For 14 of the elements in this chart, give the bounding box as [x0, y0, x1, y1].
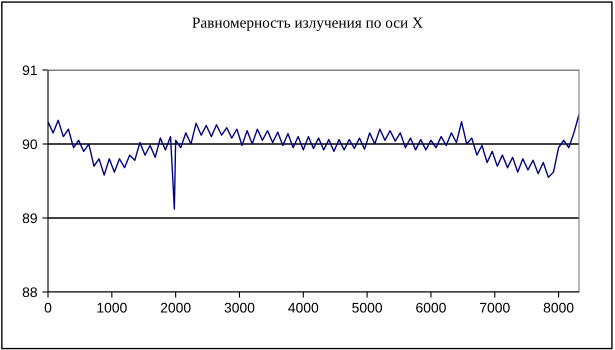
- x-tick-label: 0: [44, 302, 52, 313]
- x-tick-label: 1000: [97, 302, 127, 313]
- x-tick-label: 4000: [288, 302, 318, 313]
- y-tick-label: 91: [22, 65, 37, 76]
- x-tick-label: 5000: [352, 302, 382, 313]
- x-tick-label: 6000: [416, 302, 446, 313]
- x-tick-label: 3000: [224, 302, 254, 313]
- y-tick-label: 90: [22, 139, 38, 150]
- y-tick-label: 89: [22, 213, 37, 224]
- y-tick-label: 88: [22, 287, 37, 298]
- x-tick-label: 8000: [544, 302, 574, 313]
- chart-title: Равномерность излучения по оси X: [192, 18, 423, 31]
- x-tick-label: 2000: [160, 302, 191, 313]
- x-tick-label: 7000: [480, 302, 510, 313]
